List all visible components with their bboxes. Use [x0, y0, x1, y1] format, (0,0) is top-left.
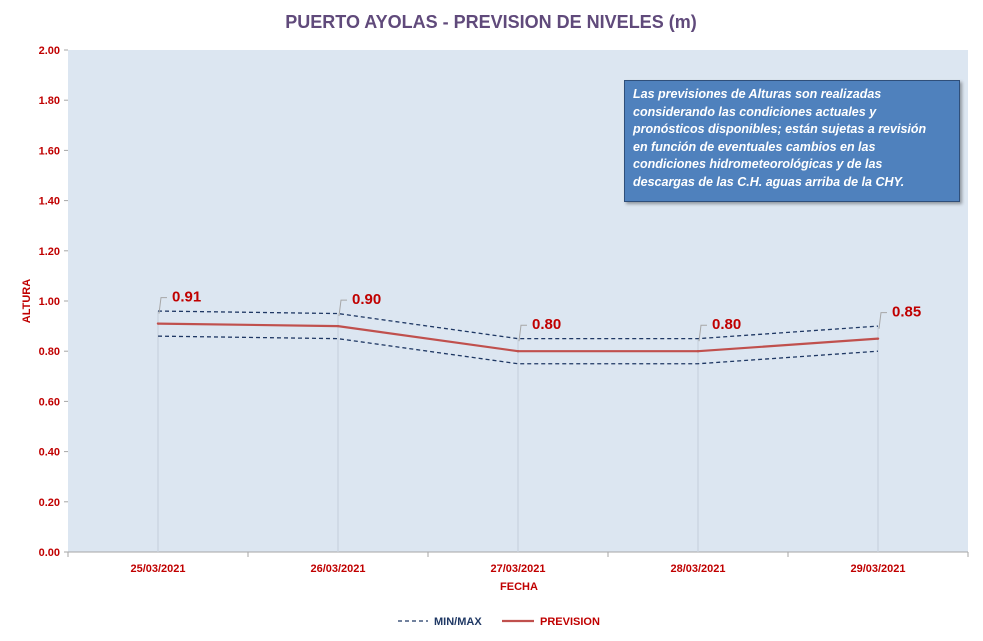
data-label-leader	[878, 312, 887, 329]
series-point-prevision	[516, 350, 520, 353]
y-tick-label: 2.00	[39, 45, 60, 57]
data-label: 0.80	[712, 316, 741, 333]
y-tick-label: 0.00	[39, 547, 60, 559]
series-line-minmax-max	[157, 310, 879, 340]
x-axis-label: FECHA	[500, 581, 538, 593]
y-tick-label: 1.60	[39, 145, 60, 157]
y-tick-label: 1.00	[39, 296, 60, 308]
data-label-leader	[158, 297, 167, 314]
data-label: 0.90	[352, 291, 381, 308]
data-label: 0.85	[892, 304, 921, 321]
series-point-prevision	[156, 322, 160, 325]
y-tick-label: 0.40	[39, 447, 60, 459]
data-label: 0.91	[172, 289, 201, 306]
data-label-leader	[698, 324, 707, 342]
y-axis-label: ALTURA	[21, 279, 33, 323]
x-tick-label: 28/03/2021	[670, 563, 725, 575]
x-tick-label: 25/03/2021	[130, 563, 185, 575]
series-line-minmax-min	[157, 335, 879, 365]
chart-title: PUERTO AYOLAS - PREVISION DE NIVELES (m)	[285, 12, 696, 32]
x-tick-label: 29/03/2021	[850, 563, 905, 575]
data-label-leader	[338, 299, 347, 317]
chart-annotation: Las previsiones de Alturas son realizada…	[624, 80, 960, 202]
y-tick-label: 0.60	[39, 396, 60, 408]
data-label-leader	[518, 324, 527, 342]
y-tick-label: 0.20	[39, 497, 60, 509]
y-tick-label: 1.80	[39, 95, 60, 107]
x-tick-label: 26/03/2021	[310, 563, 365, 575]
series-point-prevision	[336, 324, 340, 328]
data-label: 0.80	[532, 316, 561, 333]
x-tick-label: 27/03/2021	[490, 563, 545, 575]
y-tick-label: 0.80	[39, 346, 60, 358]
y-tick-label: 1.40	[39, 196, 60, 208]
legend-label-minmax: MIN/MAX	[434, 616, 482, 628]
y-tick-label: 1.20	[39, 246, 60, 258]
series-point-prevision	[696, 350, 700, 353]
series-point-prevision	[876, 337, 880, 340]
legend-label-prevision: PREVISION	[540, 616, 600, 628]
